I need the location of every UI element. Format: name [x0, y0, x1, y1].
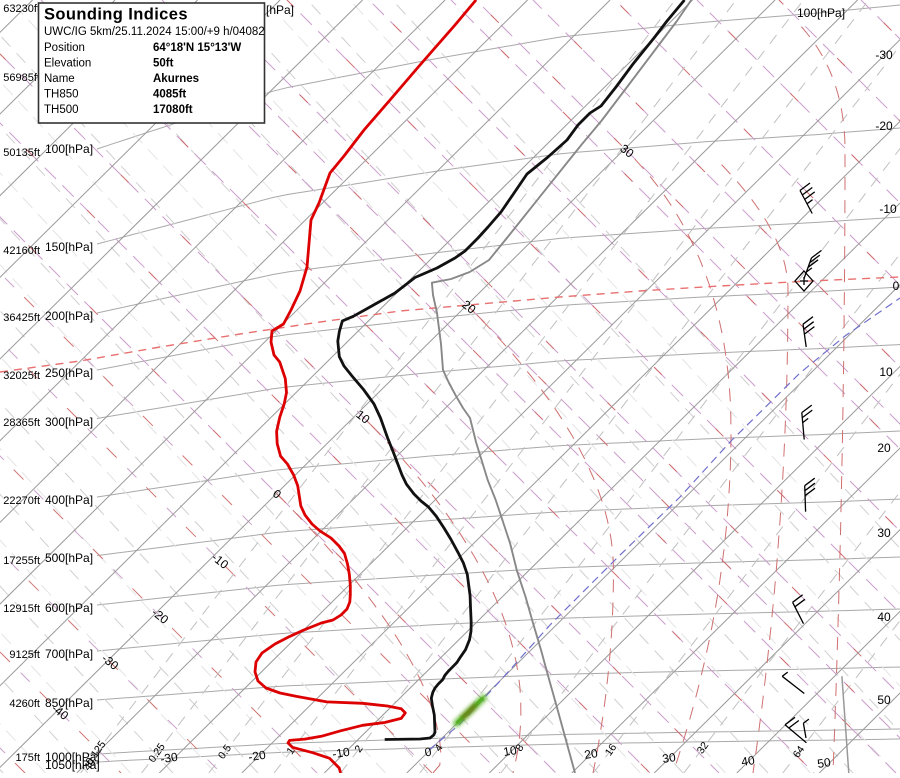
svg-text:-20: -20 — [247, 748, 267, 765]
svg-text:Elevation: Elevation — [44, 58, 91, 70]
svg-text:32025ft: 32025ft — [3, 370, 40, 382]
svg-text:50: 50 — [816, 755, 832, 771]
svg-text:40: 40 — [877, 610, 891, 624]
svg-text:4260ft: 4260ft — [9, 698, 40, 710]
svg-text:Position: Position — [44, 42, 85, 54]
svg-text:9125ft: 9125ft — [9, 649, 40, 661]
svg-text:64°18'N 15°13'W: 64°18'N 15°13'W — [153, 42, 241, 54]
svg-text:22270ft: 22270ft — [3, 495, 40, 507]
svg-text:50135ft: 50135ft — [3, 147, 40, 159]
svg-text:30: 30 — [661, 750, 677, 766]
svg-text:Akurnes: Akurnes — [153, 73, 199, 85]
svg-text:4085ft: 4085ft — [153, 89, 186, 101]
svg-text:-10: -10 — [331, 745, 351, 762]
svg-text:56985ft: 56985ft — [3, 72, 40, 84]
svg-text:36425ft: 36425ft — [3, 312, 40, 324]
svg-text:42160ft: 42160ft — [3, 245, 40, 257]
svg-text:0: 0 — [893, 279, 900, 293]
svg-text:17255ft: 17255ft — [3, 555, 40, 567]
svg-text:40: 40 — [740, 753, 756, 769]
svg-text:UWC/IG 5km/25.11.2024 15:00/+9: UWC/IG 5km/25.11.2024 15:00/+9 h/04082 — [44, 26, 265, 38]
svg-text:400[hPa]: 400[hPa] — [45, 493, 93, 507]
svg-text:100[hPa]: 100[hPa] — [797, 6, 845, 20]
svg-text:Sounding Indices: Sounding Indices — [44, 6, 188, 24]
svg-text:TH850: TH850 — [44, 89, 79, 101]
svg-text:-20: -20 — [875, 119, 893, 133]
svg-text:20: 20 — [877, 441, 891, 455]
svg-text:200[hPa]: 200[hPa] — [45, 309, 93, 323]
svg-text:100[hPa]: 100[hPa] — [45, 142, 93, 156]
svg-text:28365ft: 28365ft — [3, 417, 40, 429]
svg-text:[hPa]: [hPa] — [266, 3, 294, 17]
svg-text:30: 30 — [877, 526, 891, 540]
svg-text:-30: -30 — [875, 48, 893, 62]
svg-text:Name: Name — [44, 73, 75, 85]
svg-text:12915ft: 12915ft — [3, 603, 40, 615]
svg-text:63230ft: 63230ft — [3, 3, 40, 15]
svg-text:700[hPa]: 700[hPa] — [45, 647, 93, 661]
svg-text:500[hPa]: 500[hPa] — [45, 551, 93, 565]
svg-text:50: 50 — [877, 693, 891, 707]
svg-text:-10: -10 — [879, 202, 897, 216]
svg-text:150[hPa]: 150[hPa] — [45, 240, 93, 254]
svg-text:20: 20 — [583, 746, 599, 762]
svg-text:250[hPa]: 250[hPa] — [45, 366, 93, 380]
svg-text:50ft: 50ft — [153, 58, 174, 70]
svg-text:TH500: TH500 — [44, 104, 79, 116]
svg-text:175ft: 175ft — [16, 752, 40, 764]
svg-text:300[hPa]: 300[hPa] — [45, 415, 93, 429]
svg-text:600[hPa]: 600[hPa] — [45, 601, 93, 615]
svg-text:17080ft: 17080ft — [153, 104, 193, 116]
svg-text:10: 10 — [879, 365, 893, 379]
